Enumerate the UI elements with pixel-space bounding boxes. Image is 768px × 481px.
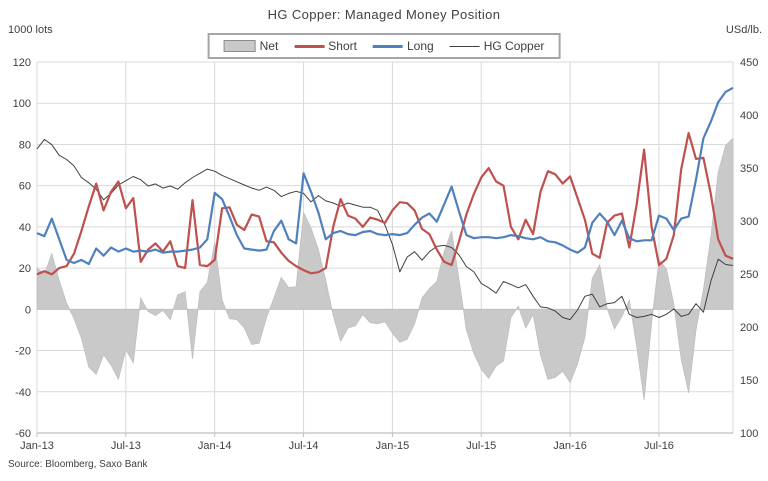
- left-axis-tick-label: 100: [13, 98, 31, 110]
- x-axis-tick-label: Jan-15: [376, 440, 410, 452]
- left-axis-unit-label: 1000 lots: [8, 24, 53, 36]
- long-line-series: [36, 86, 734, 266]
- x-axis-tick-label: Jul-14: [289, 440, 319, 452]
- left-axis-tick-label: 40: [19, 222, 31, 234]
- x-axis-tick-label: Jan-14: [198, 440, 232, 452]
- x-axis-tick-label: Jul-13: [111, 440, 141, 452]
- short-line-series: [36, 132, 734, 276]
- x-axis-tick-label: Jul-15: [466, 440, 496, 452]
- right-axis-tick-label: 150: [740, 375, 758, 387]
- net-area-series: [36, 137, 734, 401]
- right-axis-tick-label: 250: [740, 269, 758, 281]
- left-axis-tick-label: 60: [19, 181, 31, 193]
- x-axis-tick-label: Jul-16: [644, 440, 674, 452]
- chart-legend: Net Short Long HG Copper: [207, 33, 561, 59]
- legend-label-net: Net: [259, 39, 279, 53]
- x-axis-tick-label: Jan-13: [20, 440, 54, 452]
- right-axis-unit-label: USd/lb.: [725, 24, 762, 36]
- left-axis-tick-label: 20: [19, 263, 31, 275]
- legend-item-long: Long: [372, 39, 434, 53]
- short-line-swatch-icon: [294, 44, 325, 48]
- left-axis-tick-label: 0: [25, 304, 31, 316]
- left-axis-tick-label: -40: [15, 387, 31, 399]
- hg-copper-line-series: [36, 138, 734, 321]
- net-area-swatch-icon: [223, 40, 256, 52]
- legend-item-net: Net: [223, 39, 279, 53]
- legend-label-long: Long: [406, 39, 434, 53]
- right-axis-tick-label: 100: [740, 428, 758, 440]
- right-axis-tick-label: 300: [740, 216, 758, 228]
- right-axis-tick-label: 350: [740, 163, 758, 175]
- x-axis-tick-label: Jan-16: [553, 440, 587, 452]
- left-axis-tick-label: 80: [19, 139, 31, 151]
- long-line-swatch-icon: [372, 44, 403, 48]
- hg-copper-line-swatch-icon: [449, 45, 480, 47]
- right-axis-tick-label: 200: [740, 322, 758, 334]
- left-axis-tick-label: -20: [15, 346, 31, 358]
- left-axis-tick-label: 120: [13, 57, 31, 69]
- right-axis-tick-label: 450: [740, 57, 758, 69]
- legend-item-hg-copper: HG Copper: [449, 39, 545, 53]
- left-axis-tick-label: -60: [15, 428, 31, 440]
- legend-item-short: Short: [294, 39, 357, 53]
- right-axis-tick-label: 400: [740, 110, 758, 122]
- chart-title: HG Copper: Managed Money Position: [267, 7, 501, 22]
- legend-label-short: Short: [328, 39, 357, 53]
- source-attribution: Source: Bloomberg, Saxo Bank: [8, 459, 148, 470]
- legend-label-hg-copper: HG Copper: [483, 39, 545, 53]
